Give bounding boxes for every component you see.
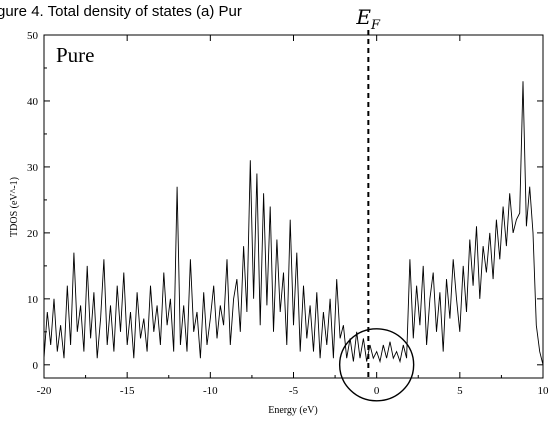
fermi-level-label: EF (355, 5, 381, 33)
y-tick-label: 10 (27, 294, 39, 306)
x-tick-label: 10 (538, 385, 550, 397)
tdos-series-line (43, 81, 544, 365)
x-tick-label: 5 (457, 385, 463, 397)
y-tick-label: 0 (33, 360, 39, 372)
plot-frame (43, 34, 544, 379)
y-tick-label: 30 (27, 162, 39, 174)
x-tick-label: -20 (37, 385, 52, 397)
y-tick-label: 40 (27, 96, 39, 108)
x-axis: -20 -15 -10 -5 0 5 10 (37, 35, 549, 397)
y-tick-label: 50 (27, 30, 39, 42)
y-axis: 0 10 20 30 40 50 (27, 30, 543, 372)
x-axis-title: Energy (eV) (268, 405, 318, 416)
x-tick-label: 0 (374, 385, 380, 397)
x-tick-label: -10 (203, 385, 218, 397)
fermi-region-ellipse (338, 328, 415, 402)
figure-caption: gure 4. Total density of states (a) Pur (0, 3, 242, 20)
y-axis-title: TDOS (eV^-1) (9, 177, 20, 237)
x-tick-label: -5 (289, 385, 299, 397)
x-tick-label: -15 (120, 385, 135, 397)
panel-label: Pure (56, 43, 95, 67)
y-tick-label: 20 (27, 228, 39, 240)
